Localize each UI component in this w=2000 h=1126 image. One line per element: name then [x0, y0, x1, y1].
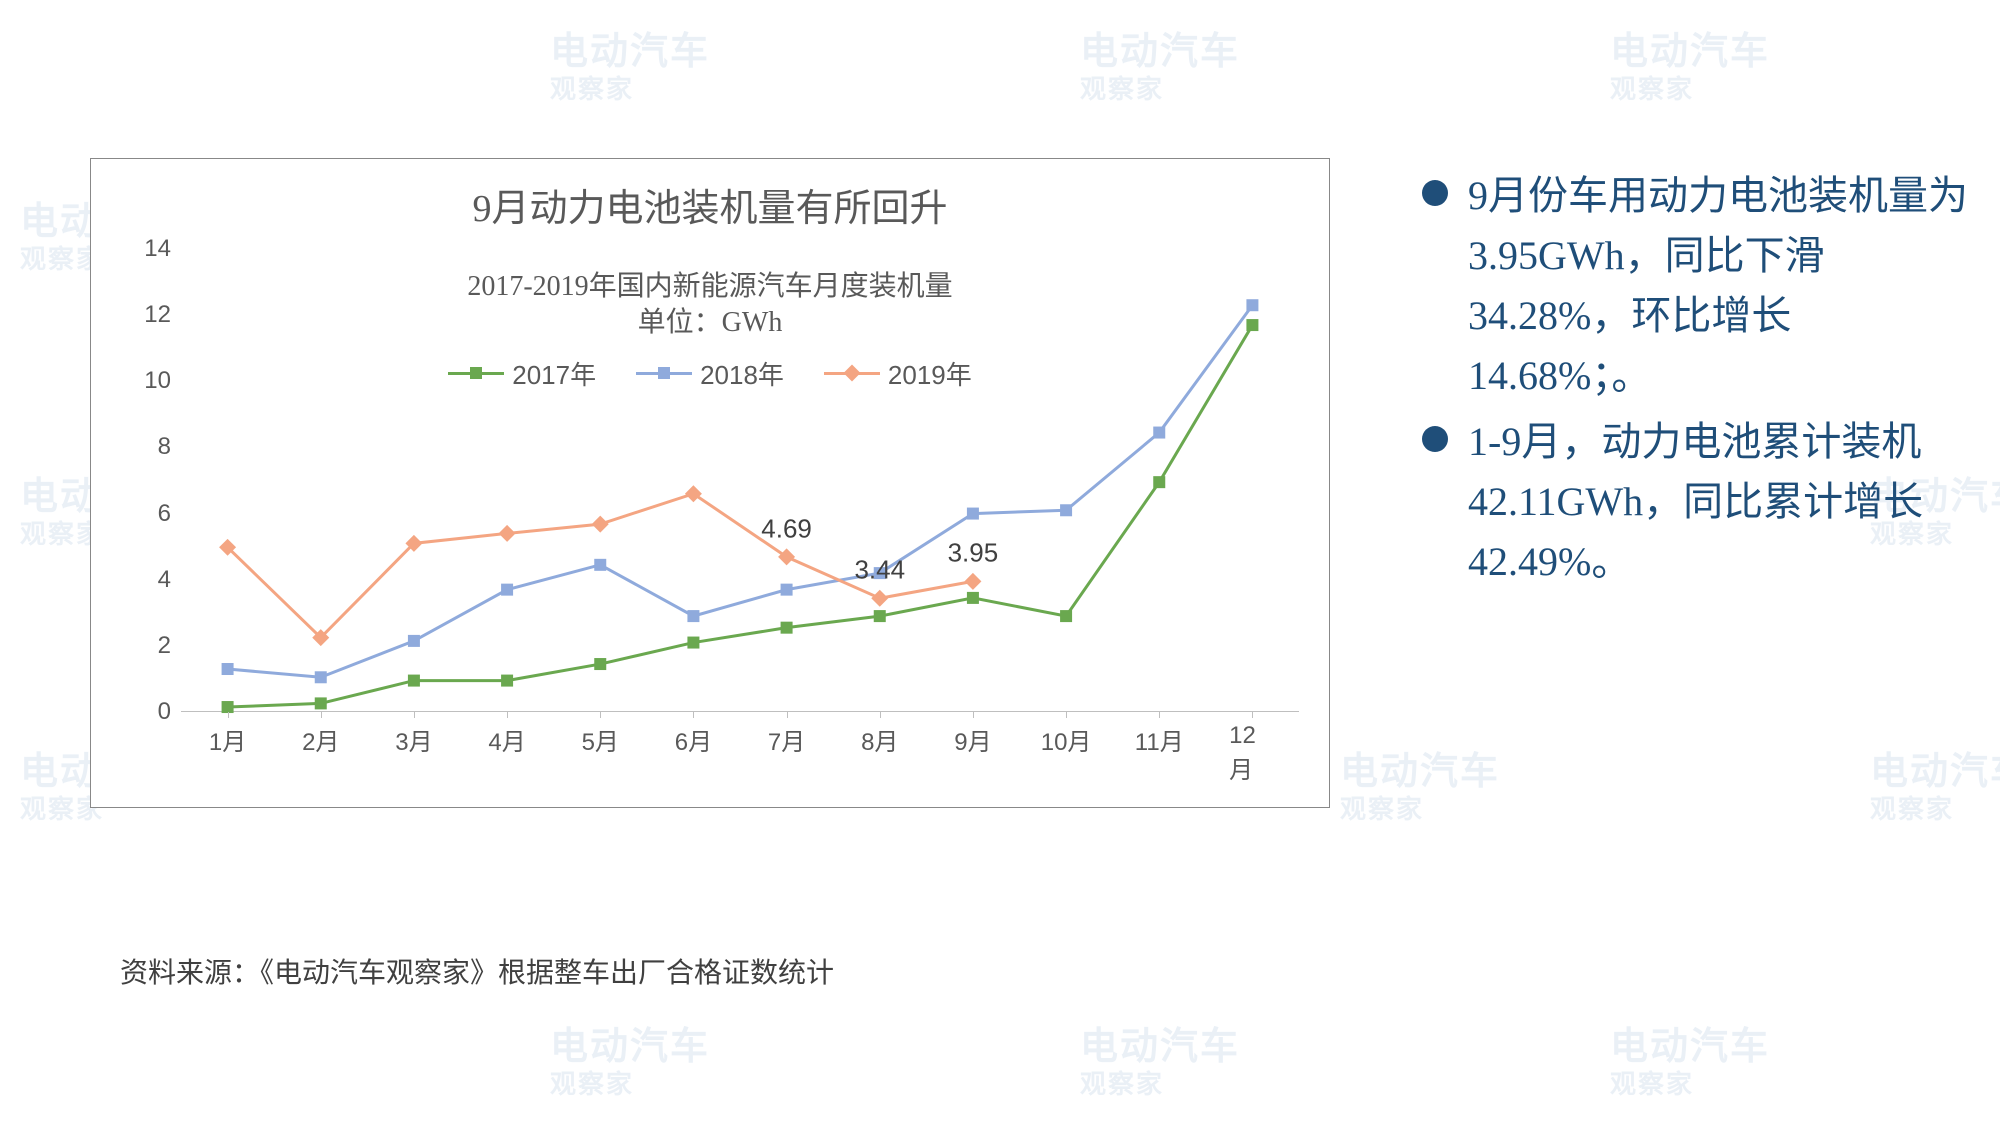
data-marker	[594, 658, 606, 670]
x-tick	[973, 712, 974, 718]
data-marker	[408, 635, 420, 647]
data-label: 3.95	[948, 538, 999, 569]
data-label: 4.69	[761, 513, 812, 544]
x-tick-label: 10月	[1041, 722, 1092, 757]
chart-container: 9月动力电池装机量有所回升 2017-2019年国内新能源汽车月度装机量 单位：…	[90, 158, 1330, 808]
y-tick-label: 8	[158, 433, 171, 461]
x-tick	[507, 712, 508, 718]
series-line	[228, 305, 1253, 677]
bullet-dot-icon	[1422, 426, 1448, 452]
chart-svg	[181, 249, 1299, 712]
y-tick-label: 14	[144, 235, 171, 263]
data-marker	[1153, 476, 1165, 488]
data-label: 3.44	[854, 555, 905, 586]
plot-area: 024681012141月2月3月4月5月6月7月8月9月10月11月12月4.…	[181, 249, 1299, 712]
bullet-text: 9月份车用动力电池装机量为3.95GWh，同比下滑34.28%，环比增长14.6…	[1468, 173, 1968, 398]
x-tick	[693, 712, 694, 718]
x-tick	[1252, 712, 1253, 718]
watermark: 电动汽车观察家	[1610, 20, 1770, 106]
x-tick	[787, 712, 788, 718]
x-tick-label: 9月	[954, 722, 991, 757]
watermark: 电动汽车观察家	[1610, 1015, 1770, 1101]
data-marker	[1060, 610, 1072, 622]
data-marker	[1246, 299, 1258, 311]
bullet-list: 9月份车用动力电池装机量为3.95GWh，同比下滑34.28%，环比增长14.6…	[1418, 166, 1968, 598]
bullet-dot-icon	[1422, 180, 1448, 206]
x-tick-label: 7月	[768, 722, 805, 757]
data-marker	[687, 637, 699, 649]
x-tick-label: 2月	[302, 722, 339, 757]
x-tick-label: 4月	[488, 722, 525, 757]
data-marker	[315, 697, 327, 709]
x-tick	[600, 712, 601, 718]
x-tick	[321, 712, 322, 718]
data-marker	[1060, 504, 1072, 516]
x-tick	[228, 712, 229, 718]
data-marker	[315, 671, 327, 683]
data-marker	[781, 622, 793, 634]
x-tick-label: 3月	[395, 722, 432, 757]
data-marker	[222, 663, 234, 675]
x-tick	[880, 712, 881, 718]
data-marker	[874, 610, 886, 622]
data-marker	[1153, 427, 1165, 439]
page: 电动汽车观察家电动汽车观察家电动汽车观察家电动汽车观察家电动汽车观察家电动汽车观…	[0, 0, 2000, 1126]
data-marker	[594, 559, 606, 571]
y-tick-label: 0	[158, 698, 171, 726]
data-marker	[967, 508, 979, 520]
x-tick-label: 5月	[582, 722, 619, 757]
y-tick-label: 2	[158, 632, 171, 660]
x-tick-label: 6月	[675, 722, 712, 757]
data-marker	[408, 675, 420, 687]
x-tick-label: 8月	[861, 722, 898, 757]
bullet-item: 9月份车用动力电池装机量为3.95GWh，同比下滑34.28%，环比增长14.6…	[1418, 166, 1968, 406]
data-marker	[687, 610, 699, 622]
watermark: 电动汽车观察家	[1340, 740, 1500, 826]
data-marker	[778, 548, 795, 565]
chart-title: 9月动力电池装机量有所回升	[91, 177, 1329, 232]
y-tick-label: 6	[158, 500, 171, 528]
source-text: 资料来源：《电动汽车观察家》根据整车出厂合格证数统计	[120, 951, 834, 991]
x-tick	[414, 712, 415, 718]
watermark: 电动汽车观察家	[1080, 1015, 1240, 1101]
watermark: 电动汽车观察家	[1080, 20, 1240, 106]
x-tick-label: 1月	[209, 722, 246, 757]
x-tick-label: 12月	[1229, 722, 1276, 785]
data-marker	[967, 592, 979, 604]
data-marker	[501, 584, 513, 596]
watermark: 电动汽车观察家	[550, 20, 710, 106]
data-marker	[1246, 319, 1258, 331]
data-marker	[871, 590, 888, 607]
data-marker	[964, 573, 981, 590]
y-tick-label: 12	[144, 301, 171, 329]
data-marker	[592, 516, 609, 533]
x-tick	[1159, 712, 1160, 718]
x-tick	[1066, 712, 1067, 718]
bullet-text: 1-9月，动力电池累计装机42.11GWh，同比累计增长42.49%。	[1468, 419, 1923, 584]
watermark: 电动汽车观察家	[1870, 740, 2000, 826]
data-marker	[499, 525, 516, 542]
bullet-item: 1-9月，动力电池累计装机42.11GWh，同比累计增长42.49%。	[1418, 412, 1968, 592]
x-tick-label: 11月	[1135, 722, 1184, 757]
y-tick-label: 4	[158, 566, 171, 594]
watermark: 电动汽车观察家	[550, 1015, 710, 1101]
data-marker	[501, 675, 513, 687]
data-marker	[685, 485, 702, 502]
series-line	[228, 325, 1253, 707]
data-marker	[781, 584, 793, 596]
y-tick-label: 10	[144, 367, 171, 395]
